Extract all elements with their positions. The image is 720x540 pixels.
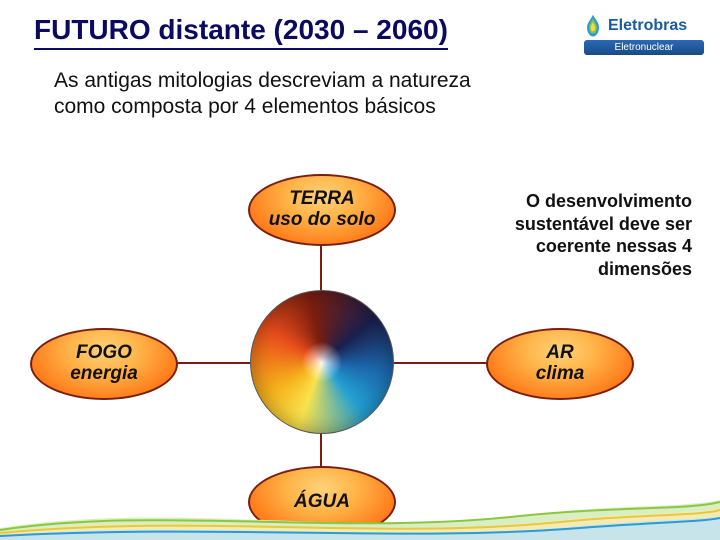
flame-icon [584,14,602,38]
node-label: TERRA [289,189,354,210]
node-label: FOGO [76,343,132,364]
page-title: FUTURO distante (2030 – 2060) [34,14,448,50]
center-swirl [250,290,394,434]
brand-logo: Eletrobras Eletronuclear [584,14,704,55]
node-label: clima [536,364,585,385]
logo-text: Eletrobras [608,17,687,35]
node-terra: TERRA uso do solo [248,174,396,246]
wave-decoration [0,480,720,540]
connector-line [392,362,490,364]
node-label: energia [70,364,138,385]
node-label: uso do solo [269,210,376,231]
slide: FUTURO distante (2030 – 2060) Eletrobras… [0,0,720,540]
node-fogo: FOGO energia [30,328,178,400]
subtitle: As antigas mitologias descreviam a natur… [54,68,524,121]
node-ar: AR clima [486,328,634,400]
elements-diagram: TERRA uso do solo FOGO energia AR clima … [0,150,720,530]
logo-sub: Eletronuclear [584,40,704,55]
connector-line [172,362,250,364]
logo-main: Eletrobras [584,14,704,38]
node-label: AR [546,343,573,364]
